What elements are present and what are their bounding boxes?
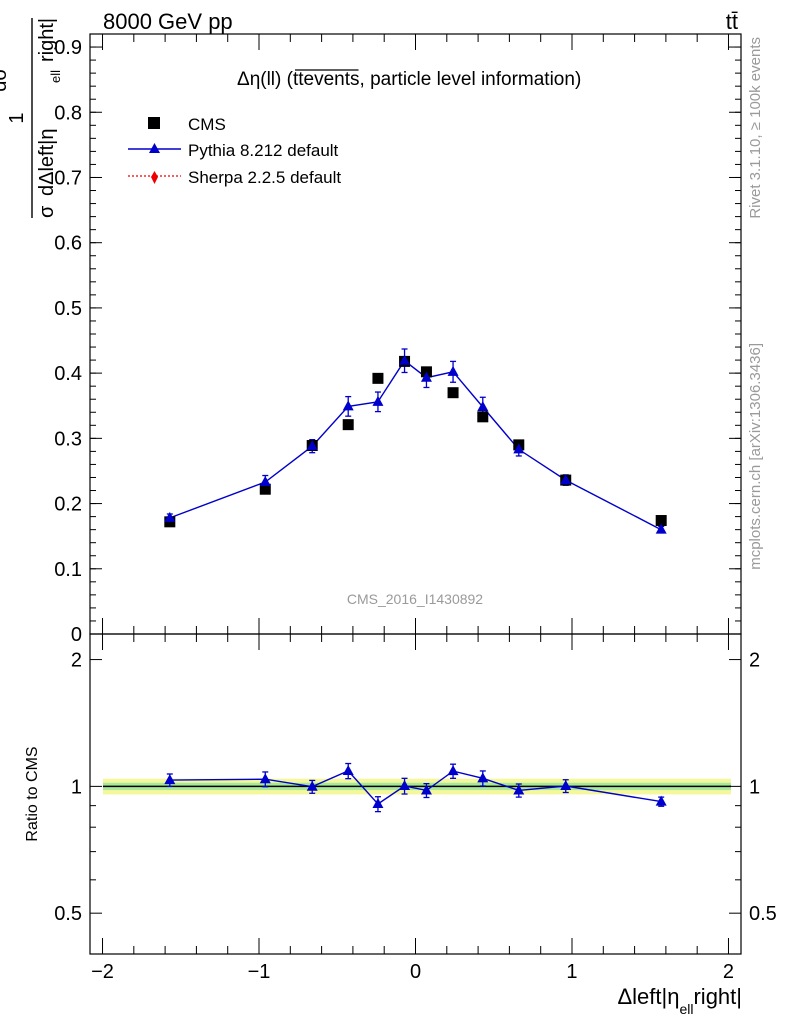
ratio-pythia-point: [447, 765, 459, 776]
title-overlined: ttevents: [293, 69, 360, 90]
ratio-pythia-point: [477, 772, 489, 783]
pythia-point: [477, 401, 489, 412]
cms-point: [342, 419, 354, 431]
main-ytick-label: 0.2: [54, 494, 82, 516]
main-axes: 0 0.1 0.2 0.3 0.4 0.5 0.6 0.7 0.8 0.9: [54, 33, 741, 646]
cms-point: [655, 515, 667, 527]
pythia-point: [655, 523, 667, 534]
x-tick-label: −2: [91, 961, 114, 983]
legend-marker-cms: [148, 117, 160, 129]
ratio-ylabel: Ratio to CMS: [24, 746, 41, 841]
main-ytick-label: 0.6: [54, 233, 82, 255]
ratio-pythia-point: [420, 784, 432, 795]
ylabel-numerator: 1: [6, 112, 28, 123]
main-title: Δη(ll) (ttevents, particle level informa…: [237, 69, 581, 90]
ratio-ytick-label-left: 0.5: [54, 903, 82, 925]
pythia-point: [560, 474, 572, 485]
legend-label-cms: CMS: [188, 115, 226, 134]
ylabel-sub: ell: [48, 70, 63, 83]
ratio-pythia-point: [372, 798, 384, 809]
x-tick-label: 0: [410, 961, 421, 983]
ylabel-sigma: σ: [36, 205, 58, 218]
main-ytick-label: 0.7: [54, 167, 82, 189]
analysis-id: CMS_2016_I1430892: [347, 591, 483, 607]
ratio-ytick-label-right: 1: [749, 776, 760, 798]
x-tick-label: 1: [566, 961, 577, 983]
legend-label-sherpa: Sherpa 2.2.5 default: [188, 168, 341, 187]
pythia-point: [306, 440, 318, 451]
title-prefix: Δη(ll) (: [237, 69, 294, 90]
x-axis-label: Δleft|ηellright|: [617, 984, 742, 1017]
legend: CMS Pythia 8.212 default Sherpa 2.2.5 de…: [128, 115, 341, 187]
ratio-ytick-label-right: 0.5: [749, 903, 777, 925]
xlabel-sub: ell: [679, 1001, 693, 1017]
ratio-pythia-point: [342, 764, 354, 775]
pythia-point: [447, 365, 459, 376]
xlabel-end: right|: [693, 984, 742, 1009]
cms-point: [447, 387, 459, 399]
ratio-pythia-point: [655, 795, 667, 806]
xlabel-main: Δleft|η: [617, 984, 679, 1009]
title-suffix: , particle level information): [360, 69, 582, 90]
legend-marker-pythia: [149, 143, 160, 153]
pythia-point: [164, 511, 176, 522]
ratio-pythia-point: [306, 780, 318, 791]
main-ytick-label: 0.8: [54, 102, 82, 124]
rivet-label: Rivet 3.1.10, ≥ 100k events: [747, 37, 764, 219]
ratio-pythia-point: [560, 780, 572, 791]
ratio-series: [164, 762, 667, 813]
cms-point: [477, 411, 489, 423]
legend-marker-sherpa: [151, 171, 158, 184]
main-ytick-label: 0.4: [54, 363, 82, 385]
main-ytick-label: 0.9: [54, 37, 82, 59]
ratio-pythia-point: [399, 780, 411, 791]
main-ylabel: 1 σ dΔleft|η ell right|: [6, 18, 63, 218]
ratio-pythia-point: [259, 773, 271, 784]
pythia-point: [342, 400, 354, 411]
main-ytick-label: 0.3: [54, 428, 82, 450]
pythia-point: [259, 476, 271, 487]
ratio-pythia-line: [169, 770, 662, 805]
legend-label-pythia: Pythia 8.212 default: [188, 141, 339, 160]
x-tick-label: 2: [723, 961, 734, 983]
pythia-point: [372, 395, 384, 406]
ratio-ytick-label-left: 1: [71, 776, 82, 798]
ratio-axes: 0.5 0.5 1 1 2 2 −2 −1 0 1 2: [54, 634, 777, 983]
pythia-line: [169, 359, 662, 531]
pythia-point: [399, 354, 411, 365]
cms-point: [259, 483, 271, 495]
main-series: [164, 348, 667, 534]
cms-point: [372, 372, 384, 384]
pythia-point: [513, 443, 525, 454]
ylabel-dsigma: dσ: [0, 68, 11, 92]
pythia-point: [420, 371, 432, 382]
x-tick-label: −1: [248, 961, 271, 983]
main-ylabel-numerator: dσ: [0, 68, 11, 92]
ratio-ytick-label-right: 2: [749, 650, 760, 672]
ratio-band: [103, 778, 731, 795]
main-ytick-label: 0: [71, 624, 82, 646]
ratio-pythia-point: [164, 774, 176, 785]
ylabel-dvar: dΔleft|η: [36, 129, 58, 196]
main-ytick-label: 0.5: [54, 298, 82, 320]
main-ytick-label: 0.1: [54, 559, 82, 581]
mcplots-label: mcplots.cern.ch [arXiv:1306.3436]: [747, 343, 764, 570]
header-right: tt̄: [726, 9, 738, 34]
ratio-pythia-point: [513, 784, 525, 795]
ratio-ytick-label-left: 2: [71, 650, 82, 672]
header-left: 8000 GeV pp: [103, 9, 233, 34]
ylabel-right: right|: [36, 18, 58, 62]
